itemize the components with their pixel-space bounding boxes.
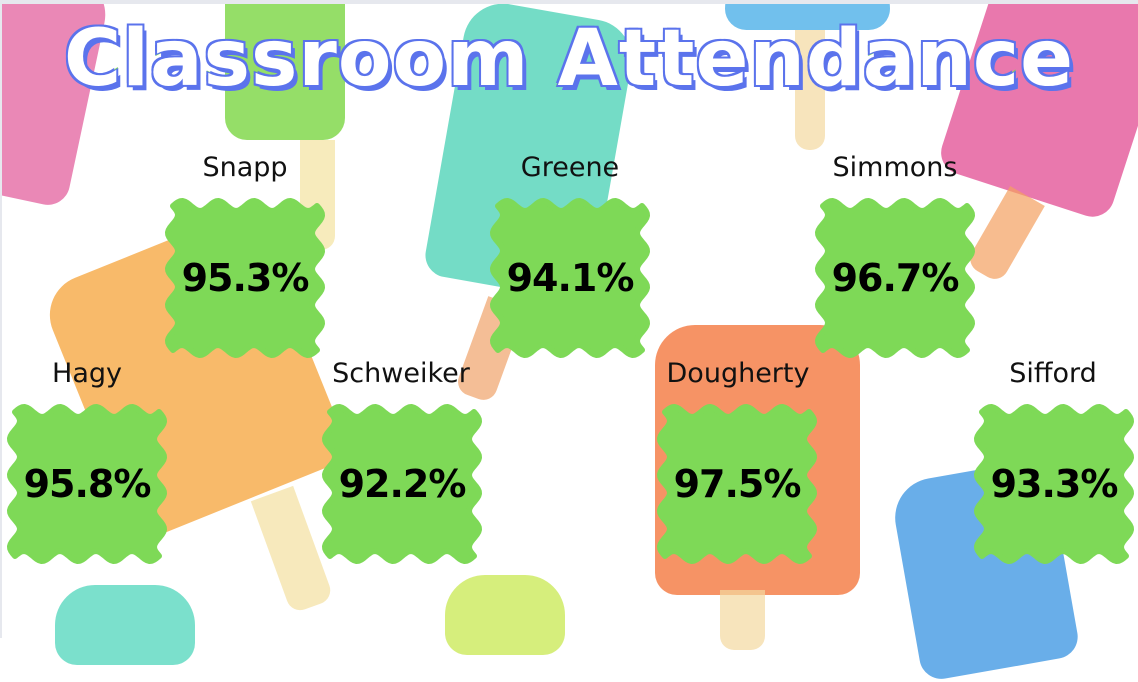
teacher-name: Snapp (202, 152, 288, 183)
attendance-value: 94.1% (506, 256, 635, 300)
teacher-name: Hagy (52, 358, 122, 389)
wavy-card-shape (974, 404, 1134, 564)
page-title: Classroom Attendance (62, 13, 1075, 106)
attendance-card: 95.8% (7, 404, 167, 564)
teacher-name: Sifford (1009, 358, 1097, 389)
card-background (490, 198, 650, 358)
card-background (7, 404, 167, 564)
wavy-card-shape (815, 198, 975, 358)
teacher-name: Schweiker (332, 358, 470, 389)
attendance-card: 94.1% (490, 198, 650, 358)
popsicle-stick (720, 590, 765, 650)
attendance-value: 95.8% (23, 462, 152, 506)
popsicle-blue-top (725, 0, 890, 30)
wavy-card-shape (490, 198, 650, 358)
attendance-card: 97.5% (657, 404, 817, 564)
card-background (165, 198, 325, 358)
card-background (657, 404, 817, 564)
wavy-card-shape (7, 404, 167, 564)
card-background (322, 404, 482, 564)
attendance-value: 96.7% (831, 256, 960, 300)
popsicle-lime-bottom (445, 575, 565, 655)
card-background (815, 198, 975, 358)
wavy-card-shape (322, 404, 482, 564)
wavy-card-shape (657, 404, 817, 564)
wavy-card-shape (165, 198, 325, 358)
attendance-value: 93.3% (990, 462, 1119, 506)
attendance-value: 97.5% (673, 462, 802, 506)
teacher-name: Dougherty (666, 358, 810, 389)
popsicle-stick (965, 186, 1045, 284)
attendance-value: 92.2% (338, 462, 467, 506)
teacher-name: Simmons (832, 152, 958, 183)
attendance-card: 92.2% (322, 404, 482, 564)
teacher-name: Greene (520, 152, 620, 183)
attendance-value: 95.3% (181, 256, 310, 300)
popsicle-stick (795, 30, 825, 150)
popsicle-teal-bottom (55, 585, 195, 665)
attendance-card: 95.3% (165, 198, 325, 358)
card-background (974, 404, 1134, 564)
popsicle-green (225, 0, 345, 140)
attendance-card: 93.3% (974, 404, 1134, 564)
attendance-card: 96.7% (815, 198, 975, 358)
